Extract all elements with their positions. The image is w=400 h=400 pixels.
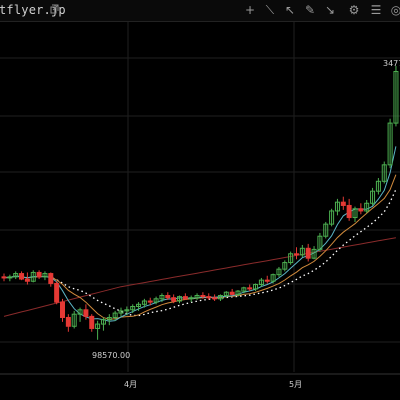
candle-up xyxy=(100,319,106,325)
candle-up xyxy=(130,306,136,311)
candle-down xyxy=(89,315,95,329)
candle-down xyxy=(182,296,188,300)
candle-up xyxy=(375,180,381,192)
candle-down xyxy=(294,253,299,256)
candle-up xyxy=(42,273,48,278)
candle-up xyxy=(352,208,358,219)
settings-icon[interactable]: ⚙ xyxy=(348,3,360,17)
candle-down xyxy=(54,282,60,303)
candle-down xyxy=(340,201,346,206)
price-chart[interactable]: 3477 98570.00 4月 5月 xyxy=(0,22,400,400)
candle-up xyxy=(71,313,77,327)
grid xyxy=(0,22,400,375)
camera-icon[interactable]: ◎ xyxy=(390,3,400,17)
candle-up xyxy=(364,202,370,212)
external-link-icon[interactable] xyxy=(50,4,60,14)
crosshair-icon[interactable]: + xyxy=(244,3,256,17)
candle-down xyxy=(24,278,30,282)
candles xyxy=(1,66,399,340)
price-high-label: 3477 xyxy=(383,59,400,68)
candle-up xyxy=(311,248,317,259)
candle-up xyxy=(241,287,247,292)
candle-down xyxy=(36,271,42,278)
candle-up xyxy=(194,295,200,299)
candle-up xyxy=(30,271,36,282)
pen-tool-icon[interactable]: ✎ xyxy=(304,3,316,17)
candle-up xyxy=(276,268,282,276)
candle-up xyxy=(334,201,340,212)
candle-up xyxy=(188,297,194,300)
candle-up xyxy=(387,122,393,166)
axis-labels: 3477 98570.00 4月 5月 xyxy=(92,59,400,389)
candle-down xyxy=(171,297,177,302)
candle-up xyxy=(317,235,323,250)
candle-up xyxy=(235,290,241,295)
candle-up xyxy=(282,262,288,270)
candle-up xyxy=(323,223,329,237)
candle-up xyxy=(118,310,124,314)
candle-down xyxy=(358,208,364,212)
ma-dotted-line xyxy=(3,189,397,317)
candle-up xyxy=(270,274,276,282)
candle-down xyxy=(346,204,352,219)
candle-up xyxy=(95,323,101,329)
candle-down xyxy=(247,287,253,290)
candle-up xyxy=(393,70,399,124)
window-title: tflyer.jp xyxy=(0,3,66,17)
candle-up xyxy=(177,296,182,302)
candle-down xyxy=(83,309,89,317)
candle-up xyxy=(141,300,147,305)
candle-up xyxy=(370,190,376,204)
candle-down xyxy=(200,295,206,298)
arrow-tool-icon[interactable]: ↖ xyxy=(284,3,296,17)
candle-down xyxy=(48,273,54,284)
x-label-may: 5月 xyxy=(289,380,302,389)
menu-icon[interactable]: ☰ xyxy=(370,3,382,17)
line-tool-icon[interactable]: ⟍ xyxy=(265,3,275,17)
candle-up xyxy=(288,253,294,264)
candle-up xyxy=(136,303,142,308)
candle-up xyxy=(153,298,159,303)
indicator-lines xyxy=(3,146,397,322)
candle-up xyxy=(7,276,13,279)
candle-up xyxy=(159,295,165,300)
candle-down xyxy=(65,316,71,327)
candle-down xyxy=(206,296,212,299)
candle-up xyxy=(299,247,305,256)
candle-down xyxy=(1,276,7,279)
candle-down xyxy=(147,300,153,303)
price-low-label: 98570.00 xyxy=(92,351,130,360)
arrow-down-icon[interactable]: ↘ xyxy=(324,3,336,17)
candle-up xyxy=(106,316,112,321)
candle-down xyxy=(60,301,65,318)
candle-down xyxy=(305,247,311,259)
candle-up xyxy=(253,284,259,290)
candle-up xyxy=(223,291,229,297)
candle-down xyxy=(19,273,25,280)
x-label-april: 4月 xyxy=(124,380,137,389)
ma-short-line xyxy=(3,146,397,322)
candle-up xyxy=(381,164,387,182)
ma-long-line xyxy=(3,237,396,317)
candle-down xyxy=(229,291,235,295)
candle-down xyxy=(212,297,218,300)
candle-down xyxy=(165,295,171,299)
candle-up xyxy=(112,312,118,318)
candle-up xyxy=(77,309,83,315)
candle-up xyxy=(258,279,264,286)
candle-up xyxy=(329,210,335,225)
candle-up xyxy=(124,309,130,312)
toolbar: tflyer.jp + ⟍ ↖ ✎ ↘ ⚙ ☰ ◎ xyxy=(0,0,400,22)
candle-up xyxy=(217,295,223,300)
candle-up xyxy=(13,273,19,278)
candle-down xyxy=(264,279,270,282)
